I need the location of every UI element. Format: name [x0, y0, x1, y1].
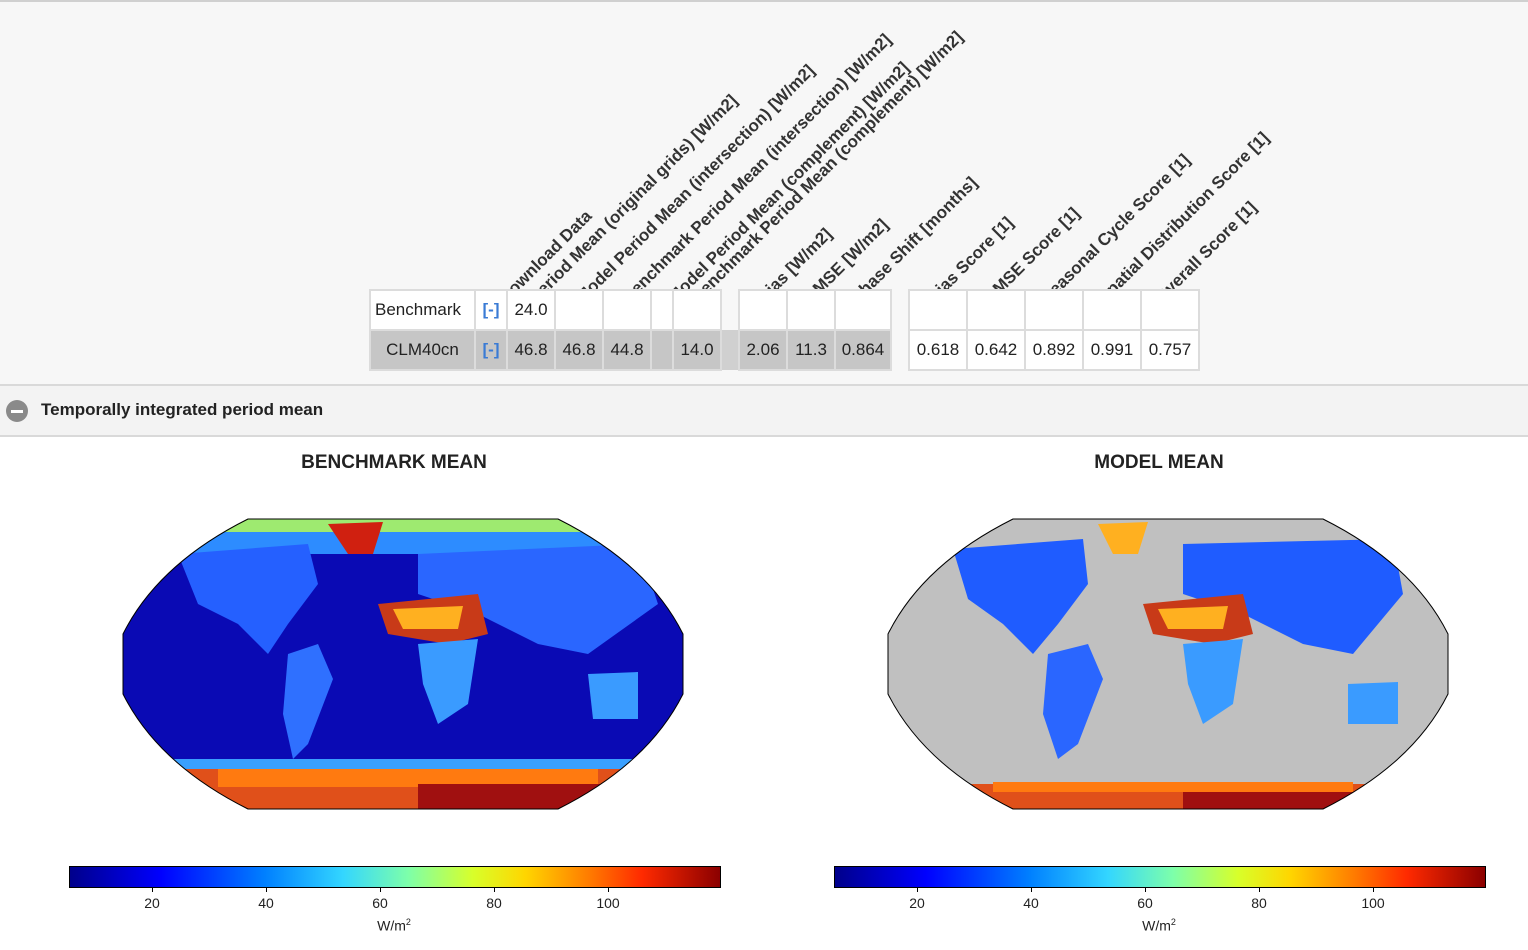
tick-label: 40 [1023, 895, 1039, 911]
table-cell [650, 289, 674, 331]
tick [917, 887, 918, 892]
table-cell: 0.618 [908, 329, 968, 371]
tick-label: 80 [486, 895, 502, 911]
tick-label: 100 [596, 895, 620, 911]
table-cell [1024, 289, 1084, 331]
tick [608, 887, 609, 892]
colorbar-unit: W/m2 [1142, 917, 1176, 934]
row-name: Benchmark [369, 289, 476, 331]
table-cell: 0.864 [834, 329, 892, 371]
tick [1145, 887, 1146, 892]
tick-label: 40 [258, 895, 274, 911]
download-link[interactable]: [-] [474, 289, 508, 331]
benchmark-mean-map [122, 518, 684, 810]
download-link[interactable]: [-] [474, 329, 508, 371]
tick-label: 60 [372, 895, 388, 911]
table-cell: 46.8 [554, 329, 604, 371]
table-cell [834, 289, 892, 331]
benchmark-colorbar [69, 866, 721, 888]
collapse-icon[interactable] [6, 400, 28, 422]
table-cell [672, 289, 722, 331]
table-cell [1082, 289, 1142, 331]
top-divider [0, 0, 1528, 2]
table-cell: 44.8 [602, 329, 652, 371]
score-table-panel: Download Data Period Mean (original grid… [0, 2, 1528, 384]
tick [1259, 887, 1260, 892]
table-cell: 11.3 [786, 329, 836, 371]
table-cell: 14.0 [672, 329, 722, 371]
tick-label: 20 [144, 895, 160, 911]
row-name: CLM40cn [369, 329, 476, 371]
tick-label: 100 [1361, 895, 1385, 911]
tick-label: 20 [909, 895, 925, 911]
table-cell: 0.642 [966, 329, 1026, 371]
tick-label: 80 [1251, 895, 1267, 911]
table-cell [966, 289, 1026, 331]
table-cell: 0.892 [1024, 329, 1084, 371]
table-cell [738, 289, 788, 331]
table-cell [786, 289, 836, 331]
table-row-benchmark[interactable]: Benchmark [-] 24.0 [369, 289, 1200, 331]
table-cell: 0.757 [1140, 329, 1200, 371]
section-title: Temporally integrated period mean [41, 400, 324, 419]
benchmark-plot-title: BENCHMARK MEAN [301, 452, 487, 473]
tick [1031, 887, 1032, 892]
table-cell [554, 289, 604, 331]
table-cell: 24.0 [506, 289, 556, 331]
section-header[interactable]: Temporally integrated period mean [0, 384, 1528, 437]
table-cell [1140, 289, 1200, 331]
table-cell [602, 289, 652, 331]
table-cell [908, 289, 968, 331]
tick [152, 887, 153, 892]
table-cell [650, 329, 674, 371]
tick [380, 887, 381, 892]
model-colorbar [834, 866, 1486, 888]
table-cell: 2.06 [738, 329, 788, 371]
tick [266, 887, 267, 892]
scores-table: Benchmark [-] 24.0 CLM40cn [-] 46.8 46.8… [369, 289, 1200, 371]
tick [494, 887, 495, 892]
model-plot-title: MODEL MEAN [1094, 452, 1224, 473]
table-cell: 0.991 [1082, 329, 1142, 371]
model-mean-map [887, 518, 1449, 810]
tick-label: 60 [1137, 895, 1153, 911]
table-row-clm40cn[interactable]: CLM40cn [-] 46.8 46.8 44.8 14.0 2.06 11.… [369, 329, 1200, 371]
tick [1373, 887, 1374, 892]
colorbar-unit: W/m2 [377, 917, 411, 934]
table-cell: 46.8 [506, 329, 556, 371]
